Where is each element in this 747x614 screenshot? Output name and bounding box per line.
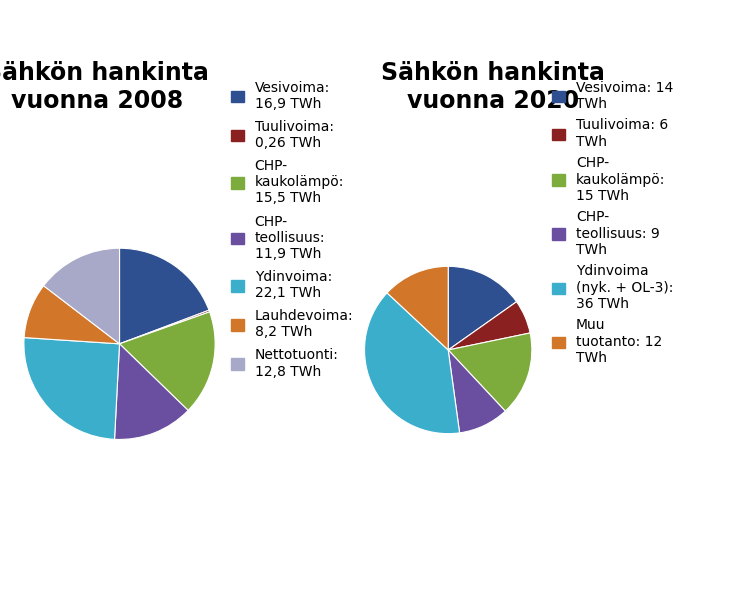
Wedge shape	[120, 310, 210, 344]
Wedge shape	[448, 301, 530, 350]
Wedge shape	[387, 266, 448, 350]
Wedge shape	[365, 293, 459, 433]
Text: Sähkön hankinta
vuonna 2008: Sähkön hankinta vuonna 2008	[0, 61, 209, 113]
Wedge shape	[114, 344, 188, 440]
Legend: Vesivoima: 14
TWh, Tuulivoima: 6
TWh, CHP-
kaukolämpö:
15 TWh, CHP-
teollisuus: : Vesivoima: 14 TWh, Tuulivoima: 6 TWh, CH…	[552, 80, 673, 365]
Text: Sähkön hankinta
vuonna 2020: Sähkön hankinta vuonna 2020	[381, 61, 605, 113]
Wedge shape	[24, 286, 120, 344]
Wedge shape	[120, 248, 209, 344]
Wedge shape	[120, 312, 215, 410]
Wedge shape	[448, 266, 517, 350]
Legend: Vesivoima:
16,9 TWh, Tuulivoima:
0,26 TWh, CHP-
kaukolämpö:
15,5 TWh, CHP-
teoll: Vesivoima: 16,9 TWh, Tuulivoima: 0,26 TW…	[231, 80, 353, 379]
Wedge shape	[24, 338, 120, 440]
Wedge shape	[448, 333, 532, 411]
Wedge shape	[448, 350, 505, 433]
Wedge shape	[43, 248, 120, 344]
